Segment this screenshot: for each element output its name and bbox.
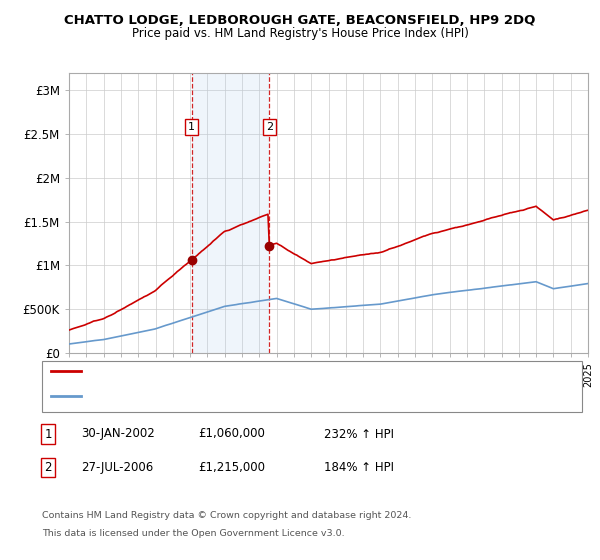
Text: 1: 1 [44, 427, 52, 441]
Text: CHATTO LODGE, LEDBOROUGH GATE, BEACONSFIELD, HP9 2DQ (detached house): CHATTO LODGE, LEDBOROUGH GATE, BEACONSFI… [87, 366, 515, 376]
Text: Price paid vs. HM Land Registry's House Price Index (HPI): Price paid vs. HM Land Registry's House … [131, 27, 469, 40]
Text: 30-JAN-2002: 30-JAN-2002 [81, 427, 155, 441]
Text: 2: 2 [44, 461, 52, 474]
Text: £1,060,000: £1,060,000 [198, 427, 265, 441]
Text: £1,215,000: £1,215,000 [198, 461, 265, 474]
Text: 184% ↑ HPI: 184% ↑ HPI [324, 461, 394, 474]
Text: CHATTO LODGE, LEDBOROUGH GATE, BEACONSFIELD, HP9 2DQ: CHATTO LODGE, LEDBOROUGH GATE, BEACONSFI… [64, 14, 536, 27]
Text: HPI: Average price, detached house, Buckinghamshire: HPI: Average price, detached house, Buck… [87, 391, 371, 402]
Bar [191, 73, 269, 353]
Text: 1: 1 [188, 122, 195, 132]
Text: This data is licensed under the Open Government Licence v3.0.: This data is licensed under the Open Gov… [42, 529, 344, 538]
Text: Contains HM Land Registry data © Crown copyright and database right 2024.: Contains HM Land Registry data © Crown c… [42, 511, 412, 520]
Text: 232% ↑ HPI: 232% ↑ HPI [324, 427, 394, 441]
Text: 27-JUL-2006: 27-JUL-2006 [81, 461, 153, 474]
Text: 2: 2 [266, 122, 273, 132]
